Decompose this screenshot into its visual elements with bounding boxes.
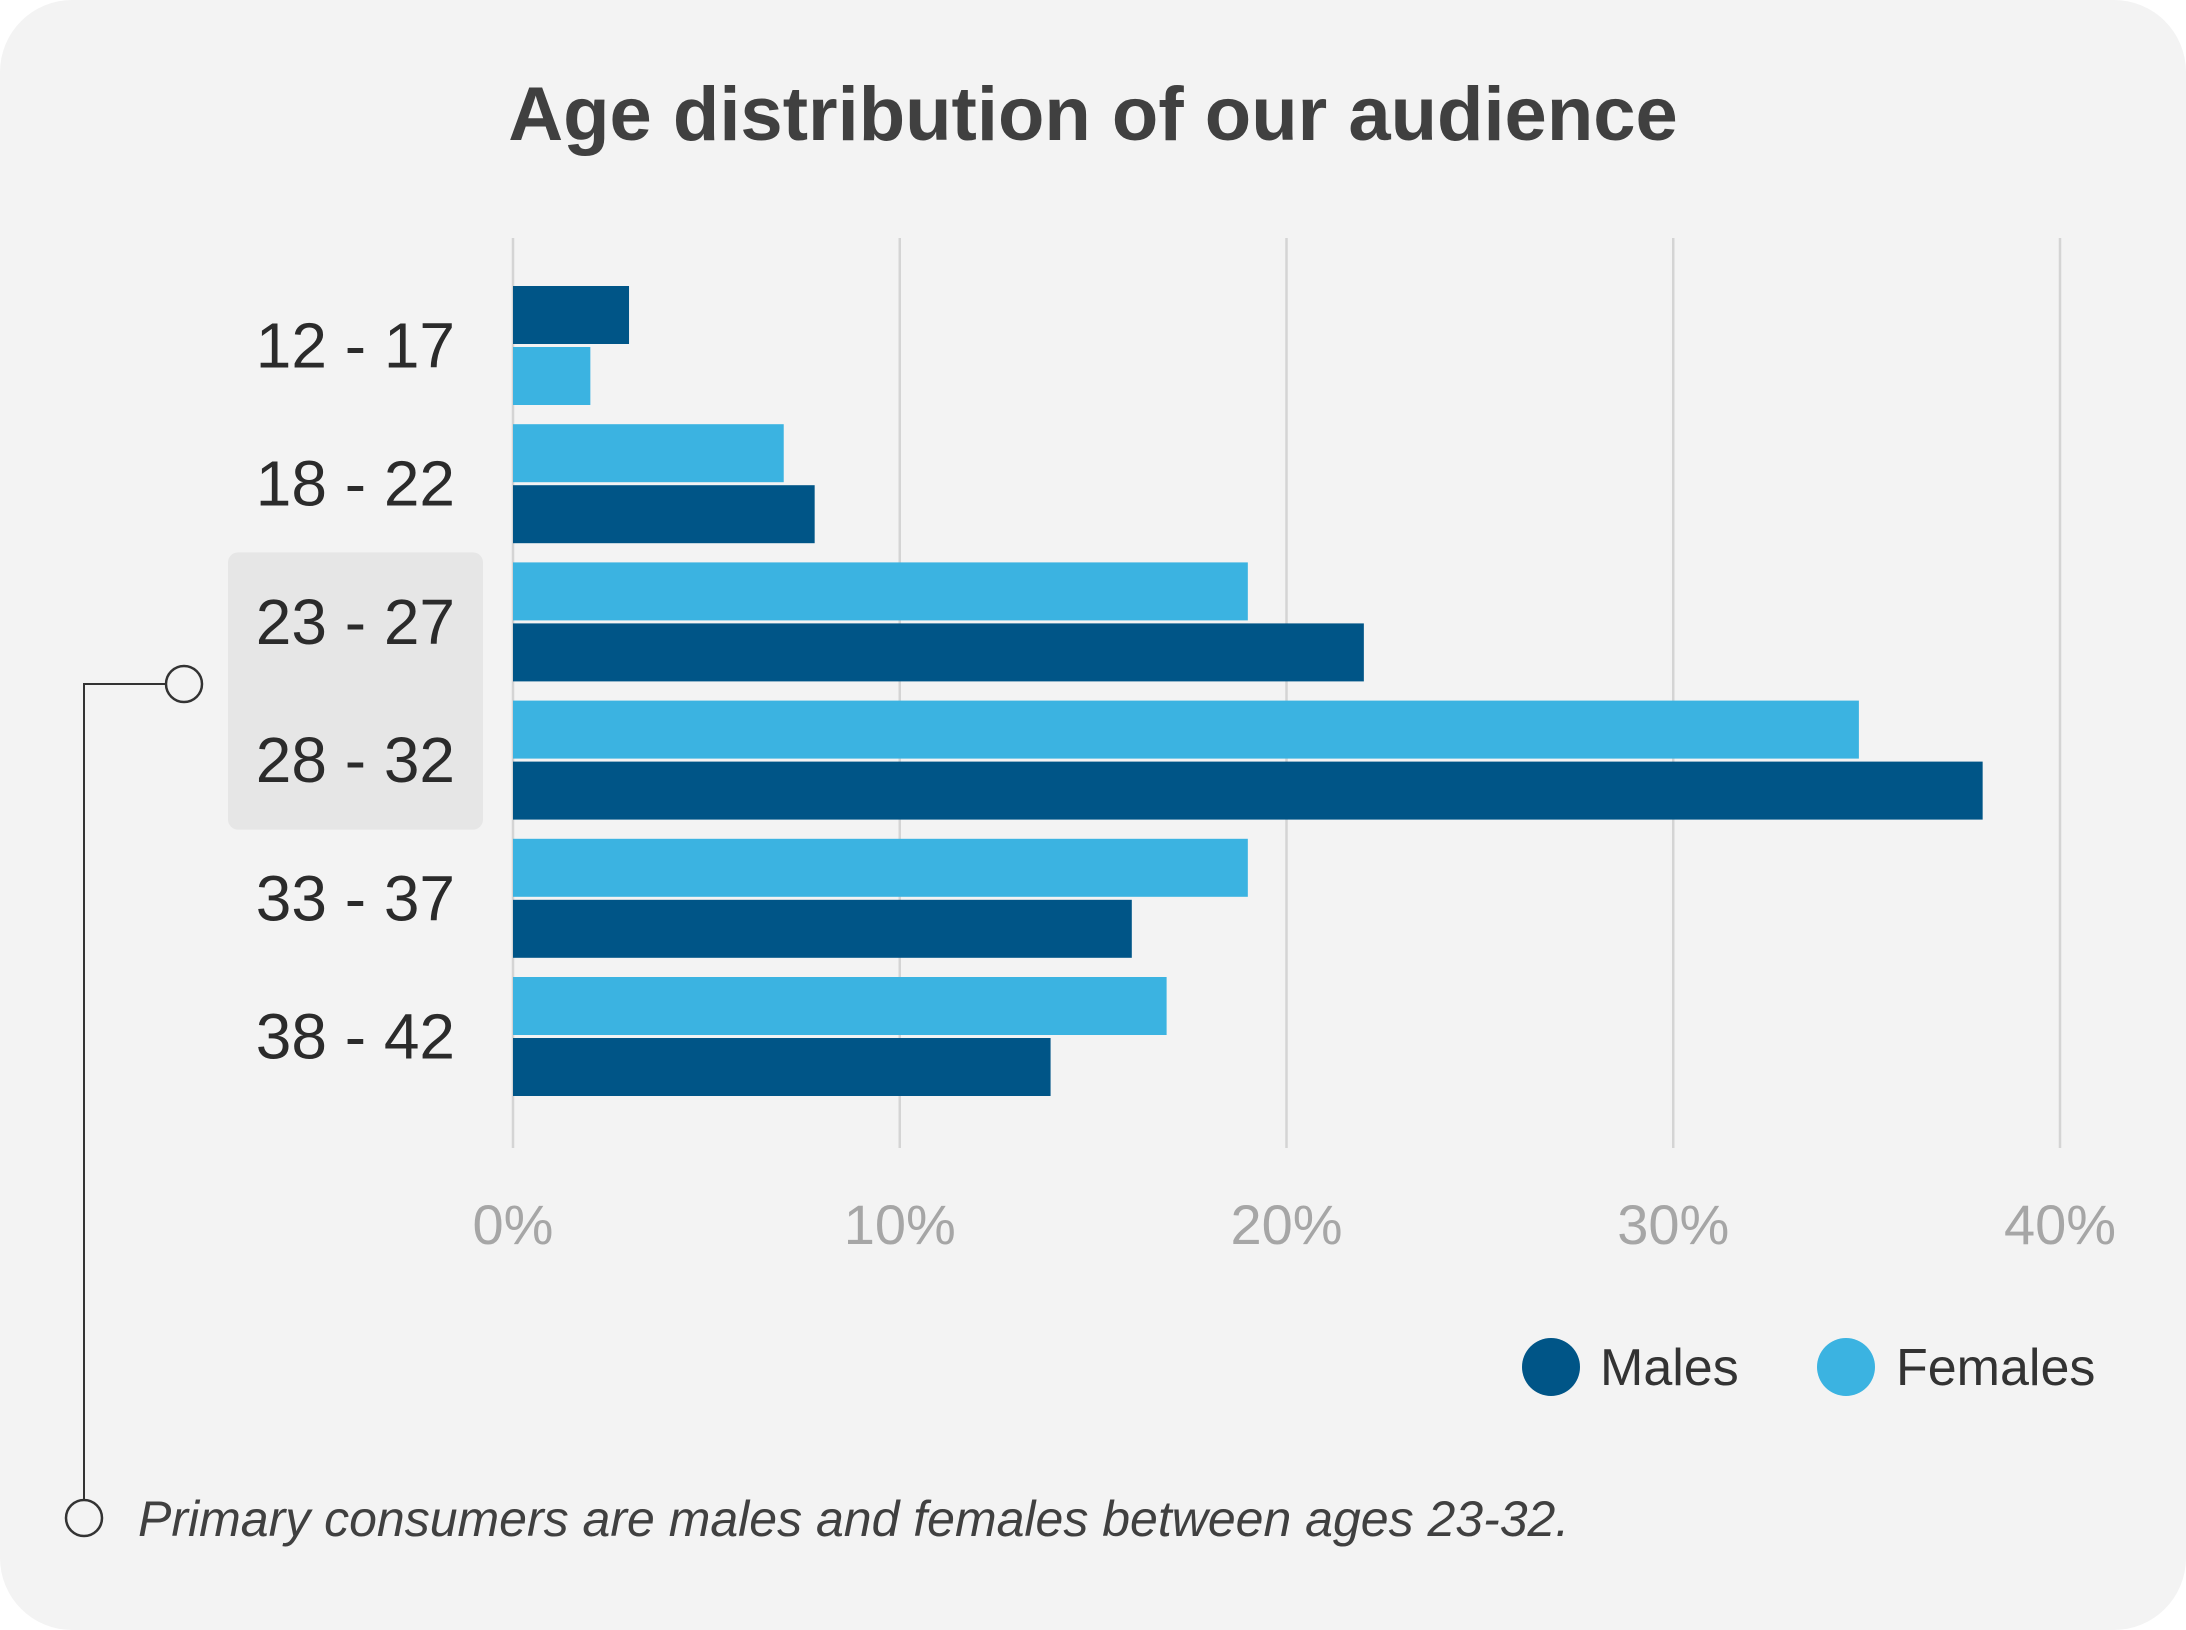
bar-females-18-22	[513, 424, 784, 483]
bar-males-23-27	[513, 623, 1364, 682]
bar-males-28-32	[513, 761, 1983, 820]
bar-females-23-27	[513, 562, 1248, 621]
annotation-connector-line	[83, 683, 184, 1518]
legend-label-females: Females	[1896, 1339, 2095, 1397]
bars	[513, 286, 1983, 1096]
x-tick-label-40: 40%	[2004, 1193, 2116, 1256]
bar-females-28-32	[513, 700, 1859, 759]
highlight-layer	[228, 552, 483, 830]
chart-title: Age distribution of our audience	[508, 72, 1678, 157]
category-label-38-42: 38 - 42	[256, 1001, 455, 1073]
bar-females-33-37	[513, 838, 1248, 897]
annotation: Primary consumers are males and females …	[64, 664, 1569, 1547]
bar-males-12-17	[513, 286, 630, 344]
x-tick-label-30: 30%	[1617, 1193, 1729, 1256]
x-tick-label-20: 20%	[1230, 1193, 1342, 1256]
annotation-marker-top	[164, 664, 204, 704]
x-tick-label-10: 10%	[844, 1193, 956, 1256]
bar-females-38-42	[513, 977, 1167, 1035]
category-labels: 12 - 17 18 - 22 23 - 27 28 - 32 33 - 37 38 - …	[256, 310, 455, 1073]
category-label-28-32: 28 - 32	[256, 724, 455, 796]
legend-swatch-females	[1817, 1338, 1875, 1396]
category-label-12-17: 12 - 17	[256, 310, 455, 382]
category-label-23-27: 23 - 27	[256, 586, 455, 658]
bar-males-33-37	[513, 899, 1132, 958]
legend-swatch-males	[1522, 1338, 1580, 1396]
annotation-marker-bottom	[64, 1498, 104, 1538]
category-label-18-22: 18 - 22	[256, 448, 455, 520]
bar-females-12-17	[513, 347, 591, 405]
legend: Males Females	[1522, 1338, 2095, 1397]
legend-label-males: Males	[1600, 1339, 1739, 1397]
bar-males-38-42	[513, 1038, 1051, 1096]
bar-males-18-22	[513, 485, 815, 544]
x-tick-label-0: 0%	[473, 1193, 554, 1256]
highlight-box	[228, 552, 483, 830]
annotation-text: Primary consumers are males and females …	[138, 1491, 1569, 1547]
x-tick-labels: 0% 10% 20% 30% 40%	[473, 1193, 2117, 1256]
category-label-33-37: 33 - 37	[256, 862, 455, 934]
